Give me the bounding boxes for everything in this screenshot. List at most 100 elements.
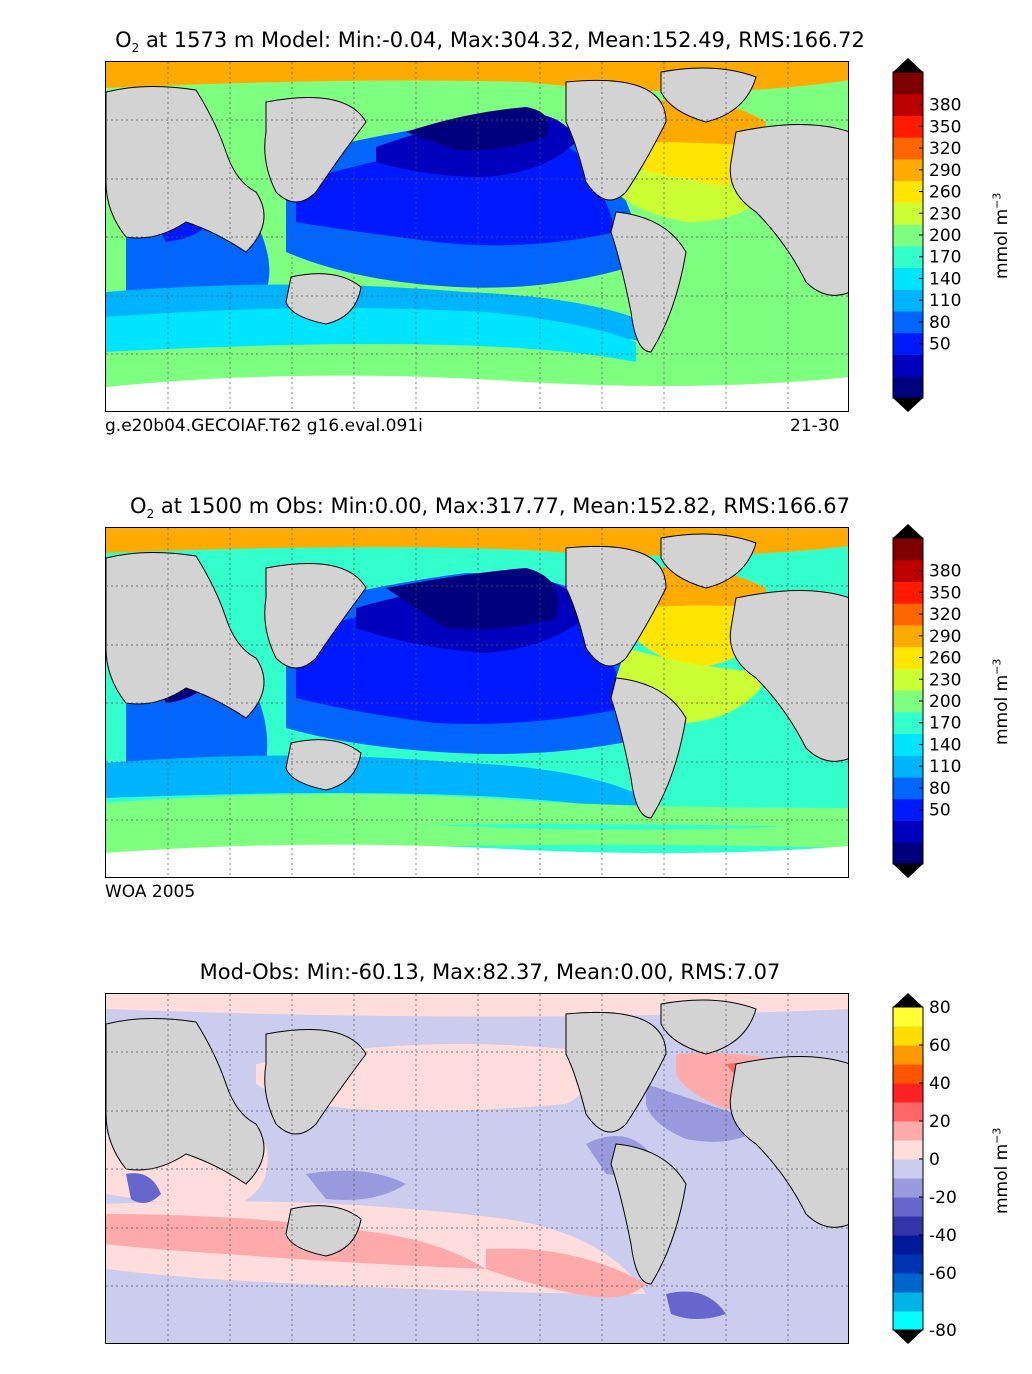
colorbar-extend-max (893, 524, 923, 538)
colorbar-swatch (893, 267, 923, 290)
colorbar-swatch (893, 624, 923, 648)
colorbar-tick-label: 40 (929, 1074, 951, 1094)
colorbar-swatch (893, 376, 923, 399)
colorbar-tick-label: 50 (929, 801, 951, 821)
colorbar-extend-min (893, 1330, 923, 1344)
colorbar-tick-label: 260 (929, 183, 961, 203)
colorbar-swatch (893, 224, 923, 247)
panel3-unit-label: mmol m−3 (990, 1127, 1013, 1215)
panel2-title: O2 at 1500 m Obs: Min:0.00, Max:317.77, … (130, 494, 850, 521)
panel3-colorbar: 80 60 40 20 0 -20 -40 -60 -80 (892, 993, 957, 1344)
colorbar-tick-label: 230 (929, 670, 961, 690)
colorbar-tick-label: 260 (929, 649, 961, 669)
colorbar-swatch (893, 180, 923, 203)
colorbar-tick-label: 110 (929, 757, 961, 777)
colorbar-tick-label: -20 (929, 1188, 957, 1208)
colorbar-swatch (893, 1292, 923, 1312)
colorbar-swatch (893, 1007, 923, 1027)
colorbar-extend-min (893, 398, 923, 412)
panel2-footer-left: WOA 2005 (105, 882, 196, 902)
colorbar-swatch (893, 711, 923, 735)
colorbar-tick-label: 80 (929, 313, 951, 333)
colorbar-swatch (893, 668, 923, 691)
colorbar-tick-label: -80 (929, 1321, 957, 1341)
panel3-title: Mod-Obs: Min:-60.13, Max:82.37, Mean:0.0… (199, 960, 781, 984)
colorbar-swatch (893, 646, 923, 669)
colorbar-tick-label: -60 (929, 1264, 957, 1284)
obs-oxygen-map (105, 527, 849, 878)
colorbar-tick-label: 110 (929, 291, 961, 311)
colorbar-swatch (893, 1235, 923, 1255)
colorbar-tick-label: 290 (929, 627, 961, 647)
colorbar-extend-max (893, 993, 923, 1007)
colorbar-swatch (893, 1197, 923, 1217)
colorbar-swatch (893, 354, 923, 377)
colorbar-tick-label: 20 (929, 1112, 951, 1132)
colorbar-swatch (893, 1216, 923, 1236)
colorbar-extend-max (893, 58, 923, 72)
colorbar-tick-label: 140 (929, 269, 961, 289)
colorbar-swatch (893, 1140, 923, 1160)
colorbar-swatch (893, 1102, 923, 1122)
colorbar-swatch (893, 311, 923, 334)
colorbar-swatch (893, 733, 923, 756)
colorbar-swatch (893, 777, 923, 800)
colorbar-swatch (893, 1159, 923, 1179)
colorbar-swatch (893, 1254, 923, 1274)
colorbar-tick-label: 60 (929, 1036, 951, 1056)
colorbar-tick-label: 350 (929, 583, 961, 603)
colorbar-tick-label: 80 (929, 998, 951, 1018)
colorbar-tick-label: 380 (929, 562, 961, 582)
colorbar-swatch (893, 115, 923, 138)
colorbar-swatch (893, 755, 923, 778)
colorbar-tick-label: 140 (929, 735, 961, 755)
colorbar-tick-label: 380 (929, 96, 961, 116)
colorbar-tick-label: 290 (929, 161, 961, 181)
colorbar-frame (892, 1006, 924, 1331)
colorbar-swatch (893, 93, 923, 116)
colorbar-tick-label: 170 (929, 248, 961, 268)
colorbar-tick-label: 170 (929, 714, 961, 734)
colorbar-tick-label: 200 (929, 226, 961, 246)
colorbar-swatch (893, 1311, 923, 1331)
colorbar-swatch (893, 202, 923, 225)
colorbar-extend-min (893, 864, 923, 878)
colorbar-tick-label: 230 (929, 204, 961, 224)
colorbar-tick-label: 50 (929, 335, 951, 355)
panel1-colorbar: 380 350 320 290 260 230 200 170 140 110 80 50 (892, 58, 961, 412)
colorbar-swatch (893, 158, 923, 182)
panel1-footer-right: 21-30 (790, 416, 840, 436)
colorbar-tick-label: 350 (929, 117, 961, 137)
colorbar-swatch (893, 1045, 923, 1065)
colorbar-swatch (893, 690, 923, 713)
colorbar-swatch (893, 581, 923, 604)
colorbar-swatch (893, 137, 923, 160)
panel1-title: O2 at 1573 m Model: Min:-0.04, Max:304.3… (115, 28, 865, 55)
model-oxygen-map (105, 61, 849, 412)
colorbar-swatch (893, 798, 923, 822)
colorbar-swatch (893, 559, 923, 582)
colorbar-swatch (893, 1083, 923, 1103)
colorbar-swatch (893, 842, 923, 865)
colorbar-tick-label: -40 (929, 1226, 957, 1246)
panel1-unit-label: mmol m−3 (990, 192, 1013, 280)
colorbar-tick-label: 200 (929, 692, 961, 712)
panel2-unit-label: mmol m−3 (990, 658, 1013, 746)
colorbar-swatch (893, 538, 923, 561)
colorbar-tick-label: 80 (929, 779, 951, 799)
colorbar-tick-label: 320 (929, 605, 961, 625)
colorbar-swatch (893, 603, 923, 626)
colorbar-swatch (893, 245, 923, 269)
colorbar-tick-label: 0 (929, 1150, 940, 1170)
colorbar-swatch (893, 72, 923, 95)
difference-map (105, 993, 849, 1344)
colorbar-swatch (893, 1026, 923, 1046)
colorbar-swatch (893, 1121, 923, 1141)
panel1-footer-left: g.e20b04.GECOIAF.T62 g16.eval.091i (105, 416, 423, 436)
colorbar-swatch (893, 1273, 923, 1293)
colorbar-swatch (893, 332, 923, 356)
colorbar-swatch (893, 289, 923, 312)
colorbar-swatch (893, 1178, 923, 1198)
colorbar-tick-label: 320 (929, 139, 961, 159)
panel2-colorbar: 380 350 320 290 260 230 200 170 140 110 80 50 (892, 524, 961, 878)
